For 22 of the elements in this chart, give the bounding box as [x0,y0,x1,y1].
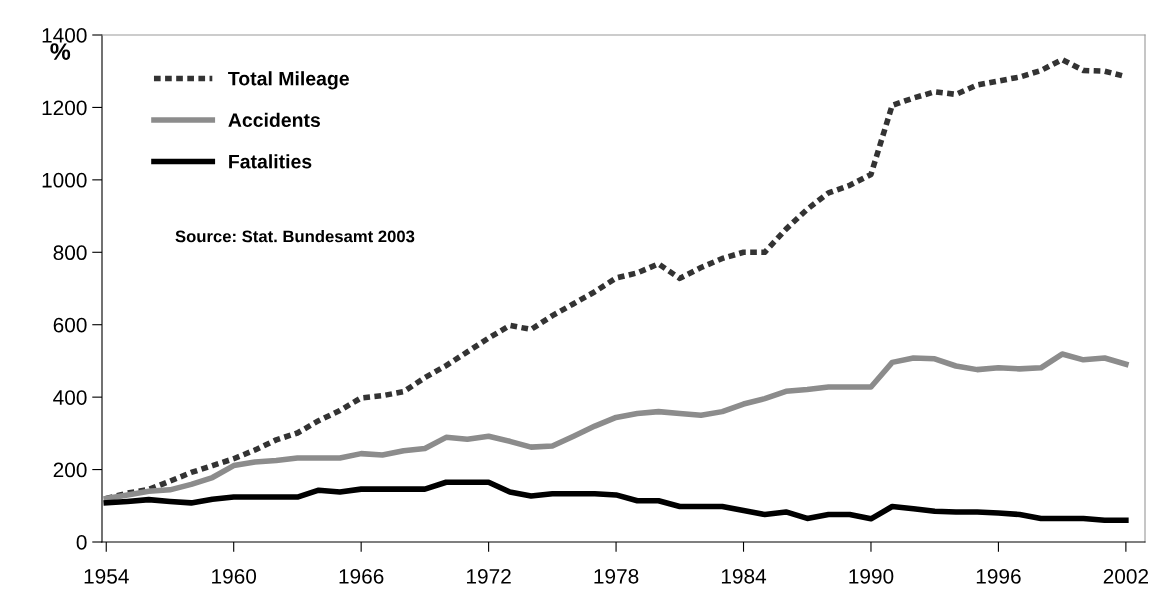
x-tick-label: 2002 [1103,568,1149,584]
y-tick-label: 400 [53,390,87,405]
x-tick-label: 1960 [212,568,257,584]
x-tick-label: 1954 [84,568,129,584]
y-tick-label: 800 [53,245,87,261]
y-tick-label: 1400 [42,28,87,43]
y-tick-label: 1000 [42,172,87,188]
x-tick-label: 1984 [721,568,767,584]
x-tick-label: 1990 [849,568,894,584]
y-axis-title: % [50,43,71,60]
x-tick-label: 1978 [594,568,639,584]
y-tick-label: 0 [76,535,87,550]
annotation: Source: Stat. Bundesamt 2003 [175,230,415,243]
legend-label: Fatalities [229,154,312,169]
y-tick-label: 1200 [42,100,87,116]
legend-label: Accidents [228,112,320,128]
y-tick-label: 600 [53,317,87,333]
y-tick-label: 200 [53,462,87,478]
legend-label: Total Mileage [228,71,349,90]
x-tick-label: 1966 [339,568,384,584]
x-tick-label: 1996 [976,568,1021,584]
x-tick-label: 1972 [467,568,511,584]
